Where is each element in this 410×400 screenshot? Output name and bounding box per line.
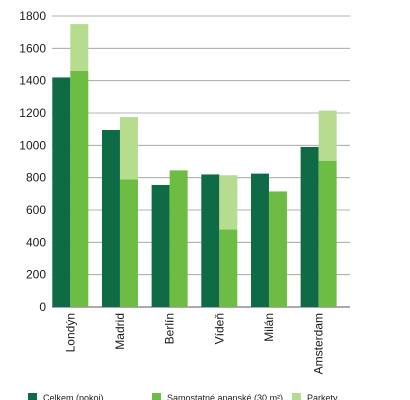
gridlines: [52, 15, 350, 308]
y-tick-label: 1200: [19, 106, 46, 120]
x-tick-label: Vídeň: [212, 313, 226, 344]
bar-Samostatné apanské (30 m²): [268, 191, 287, 307]
x-axis-tick-labels: Londýn Madrid Berlín Vídeň Milán Amsterdam: [63, 313, 325, 374]
y-tick-label: 200: [26, 268, 46, 282]
bar-Samostatné apanské (30 m²): [70, 70, 89, 307]
bar-Parkety: [119, 117, 138, 180]
bar-Samostatné apanské (30 m²): [119, 179, 138, 307]
legend-swatch: [28, 393, 37, 400]
x-tick-label: Amsterdam: [312, 313, 326, 374]
bar-Parkety: [70, 24, 89, 71]
bar-Samostatné apanské (30 m²): [219, 229, 238, 307]
bar-Celkem (pokoj): [250, 173, 269, 307]
legend-swatch: [292, 393, 301, 400]
y-tick-label: 0: [39, 300, 46, 314]
bar-Samostatné apanské (30 m²): [169, 170, 188, 307]
legend-label: Samostatné apanské (30 m²): [167, 393, 283, 400]
y-tick-label: 1800: [19, 9, 46, 23]
bar-Celkem (pokoj): [300, 146, 319, 307]
bars: [52, 24, 337, 307]
bar-Celkem (pokoj): [151, 184, 170, 307]
x-tick-label: Londýn: [63, 313, 77, 352]
y-tick-label: 1600: [19, 41, 46, 55]
bar-Celkem (pokoj): [201, 174, 220, 307]
x-tick-label: Berlín: [163, 313, 177, 344]
bar-Samostatné apanské (30 m²): [318, 160, 337, 307]
y-tick-label: 600: [26, 203, 46, 217]
legend-label: Celkem (pokoj): [43, 393, 104, 400]
y-axis-tick-labels: 0 200 400 600 800 1000 1200 1400 1600 1800: [19, 9, 46, 314]
bar-Celkem (pokoj): [52, 77, 71, 307]
bar-Parkety: [219, 175, 238, 230]
bar-Celkem (pokoj): [101, 129, 120, 307]
y-tick-label: 1400: [19, 74, 46, 88]
legend-swatch: [152, 393, 161, 400]
x-tick-label: Madrid: [113, 313, 127, 350]
bar-Parkety: [318, 110, 337, 161]
y-tick-label: 1000: [19, 138, 46, 152]
legend-label: Parkety: [307, 393, 338, 400]
x-tick-label: Milán: [262, 313, 276, 342]
y-tick-label: 800: [26, 171, 46, 185]
y-tick-label: 400: [26, 235, 46, 249]
legend: Celkem (pokoj) Samostatné apanské (30 m²)…: [28, 393, 338, 400]
